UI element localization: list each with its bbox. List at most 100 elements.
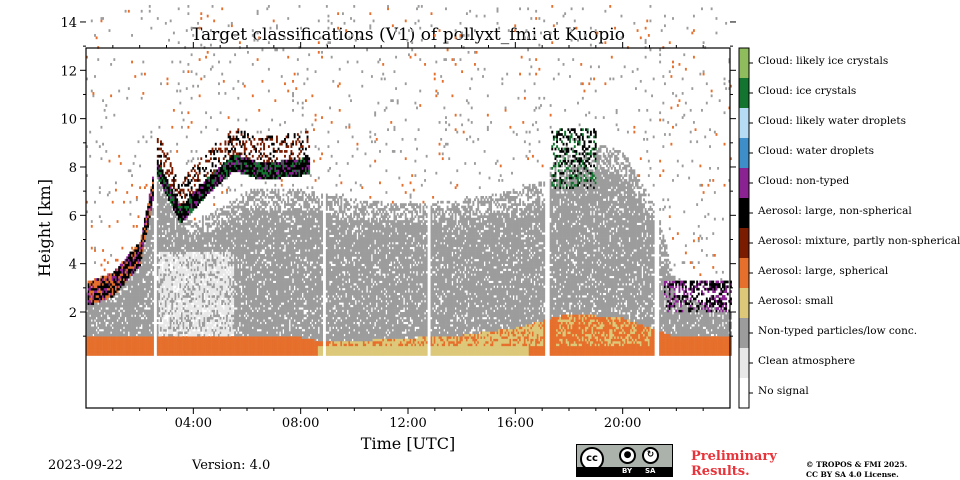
heatmap-cell (161, 212, 164, 216)
heatmap-cell (132, 324, 135, 327)
heatmap-cell (187, 278, 190, 281)
heatmap-cell (87, 343, 90, 347)
heatmap-cell (143, 234, 146, 238)
heatmap-cell (158, 295, 161, 298)
heatmap-cell (198, 343, 201, 347)
heatmap-cell (100, 290, 103, 293)
heatmap-cell (198, 314, 201, 318)
heatmap-cell (86, 353, 88, 356)
heatmap-cell (190, 350, 193, 354)
heatmap-cell (230, 203, 233, 206)
heatmap-cell (113, 326, 116, 330)
heatmap-cell (198, 336, 201, 339)
heatmap-cell (145, 285, 148, 289)
heatmap-cell (185, 241, 188, 245)
heatmap-cell (158, 183, 161, 187)
heatmap-cell (100, 333, 103, 337)
heatmap-cell (121, 275, 124, 279)
heatmap-cell (180, 331, 183, 335)
heatmap-cell (140, 338, 143, 342)
heatmap-cell (100, 304, 103, 308)
heatmap-cell (114, 314, 117, 318)
heatmap-cell (195, 195, 198, 199)
heatmap-cell (100, 324, 103, 327)
heatmap-cell (116, 299, 119, 303)
heatmap-cell (158, 275, 161, 279)
heatmap-cell (160, 282, 162, 286)
heatmap-cell (148, 353, 151, 356)
heatmap-cell (168, 157, 171, 161)
heatmap-cell (114, 341, 117, 344)
heatmap-cell (213, 152, 216, 156)
heatmap-cell (164, 237, 167, 240)
heatmap-cell (160, 258, 162, 262)
heatmap-cell (189, 268, 191, 272)
heatmap-cell (139, 244, 142, 248)
heatmap-cell (166, 203, 169, 206)
heatmap-cell (111, 319, 114, 322)
heatmap-cell (158, 154, 161, 158)
heatmap-cell (142, 304, 145, 308)
heatmap-cell (123, 345, 125, 349)
heatmap-cell (137, 299, 140, 303)
heatmap-cell (184, 227, 187, 231)
heatmap-cell (197, 326, 199, 330)
heatmap-cell (108, 287, 111, 291)
heatmap-cell (164, 171, 167, 175)
heatmap-cell (219, 251, 222, 255)
heatmap-cell (98, 324, 101, 327)
heatmap-cell (158, 307, 161, 310)
heatmap-cell (105, 275, 108, 279)
heatmap-cell (201, 244, 204, 248)
heatmap-cell (137, 309, 140, 313)
heatmap-cell (134, 302, 137, 306)
heatmap-cell (148, 239, 151, 243)
heatmap-cell (187, 234, 190, 238)
heatmap-cell (156, 137, 159, 141)
heatmap-cell (163, 229, 166, 233)
heatmap-cell (90, 333, 93, 337)
heatmap-cell (142, 270, 145, 274)
heatmap-cell (171, 256, 174, 260)
heatmap-cell (168, 198, 171, 202)
heatmap-cell (176, 256, 179, 260)
heatmap-cell (147, 241, 150, 245)
heatmap-cell (110, 326, 113, 330)
heatmap-cell (135, 345, 138, 349)
heatmap-cell (190, 324, 193, 327)
heatmap-cell (208, 217, 211, 221)
heatmap-cell (190, 316, 193, 320)
heatmap-cell (179, 60, 182, 64)
heatmap-cell (197, 263, 199, 267)
heatmap-cell (111, 280, 114, 284)
heatmap-cell (177, 314, 180, 318)
heatmap-cell (160, 246, 162, 250)
heatmap-cell (185, 183, 188, 187)
heatmap-cell (172, 181, 175, 185)
heatmap-cell (131, 338, 133, 342)
heatmap-cell (152, 181, 154, 185)
heatmap-cell (163, 188, 166, 192)
heatmap-cell (160, 326, 162, 330)
heatmap-cell (139, 241, 142, 245)
heatmap-cell (156, 309, 159, 313)
heatmap-cell (121, 343, 124, 347)
heatmap-cell (110, 350, 113, 354)
heatmap-cell (160, 251, 162, 255)
heatmap-cell (92, 343, 95, 347)
heatmap-cell (102, 290, 105, 293)
heatmap-cell (227, 152, 230, 156)
heatmap-cell (139, 297, 142, 301)
heatmap-cell (110, 314, 113, 318)
heatmap-cell (169, 278, 172, 281)
heatmap-cell (142, 229, 145, 233)
heatmap-cell (111, 341, 114, 344)
heatmap-cell (169, 326, 172, 330)
heatmap-cell (145, 241, 148, 245)
heatmap-cell (147, 287, 150, 291)
heatmap-cell (137, 324, 140, 327)
heatmap-cell (171, 331, 174, 335)
heatmap-cell (139, 353, 142, 356)
heatmap-cell (142, 282, 145, 286)
heatmap-cell (227, 133, 230, 136)
